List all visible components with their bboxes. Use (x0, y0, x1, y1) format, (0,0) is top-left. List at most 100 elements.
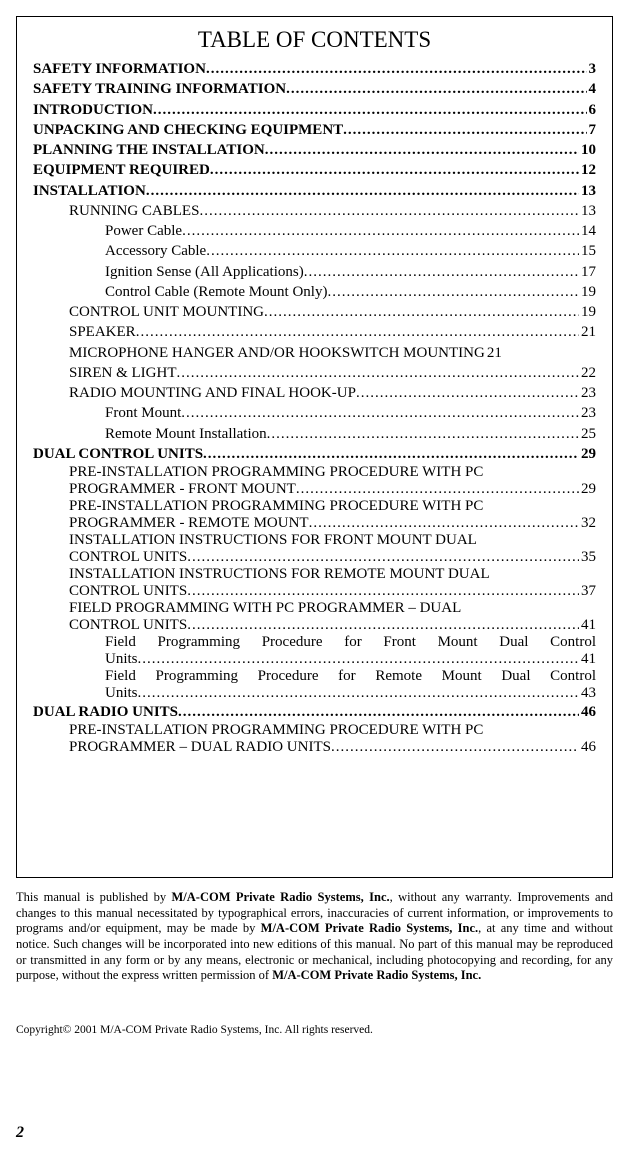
toc-label: Field Programming Procedure for Remote M… (105, 668, 596, 685)
toc-leader (309, 515, 579, 532)
toc-page: 7 (587, 120, 597, 140)
toc-leader (304, 262, 579, 282)
toc-leader (286, 79, 586, 99)
toc-leader (296, 481, 579, 498)
toc-row: Power Cable 14 (105, 221, 596, 241)
toc-leader (343, 120, 586, 140)
toc-list: SAFETY INFORMATION 3SAFETY TRAINING INFO… (33, 59, 596, 756)
toc-page: 35 (579, 549, 596, 566)
toc-leader (331, 739, 579, 756)
toc-label: PRE-INSTALLATION PROGRAMMING PROCEDURE W… (69, 464, 596, 481)
toc-page: 29 (579, 444, 596, 464)
toc-leader (153, 100, 586, 120)
toc-page: 4 (587, 79, 597, 99)
toc-label: DUAL CONTROL UNITS (33, 444, 203, 464)
toc-row: PRE-INSTALLATION PROGRAMMING PROCEDURE W… (69, 498, 596, 532)
toc-last-line: PROGRAMMER – DUAL RADIO UNITS 46 (69, 739, 596, 756)
toc-label: INSTALLATION INSTRUCTIONS FOR FRONT MOUN… (69, 532, 596, 549)
toc-label: RUNNING CABLES (69, 201, 199, 221)
toc-leader (177, 363, 580, 383)
toc-leader (267, 424, 579, 444)
toc-leader (138, 651, 579, 668)
toc-row: FIELD PROGRAMMING WITH PC PROGRAMMER – D… (69, 600, 596, 634)
toc-row: PLANNING THE INSTALLATION 10 (33, 140, 596, 160)
copyright-line: Copyright© 2001 M/A-COM Private Radio Sy… (16, 1024, 613, 1036)
toc-row: CONTROL UNIT MOUNTING 19 (69, 302, 596, 322)
toc-title: TABLE OF CONTENTS (33, 27, 596, 53)
toc-page: 23 (579, 383, 596, 403)
toc-label: PROGRAMMER - FRONT MOUNT (69, 481, 296, 498)
toc-leader (187, 583, 579, 600)
toc-row: SIREN & LIGHT 22 (69, 363, 596, 383)
toc-leader (327, 282, 579, 302)
toc-label: Ignition Sense (All Applications) (105, 262, 304, 282)
toc-last-line: CONTROL UNITS 41 (69, 617, 596, 634)
toc-row: Field Programming Procedure for Front Mo… (105, 634, 596, 668)
toc-box: TABLE OF CONTENTS SAFETY INFORMATION 3SA… (16, 16, 613, 878)
toc-row: SAFETY TRAINING INFORMATION 4 (33, 79, 596, 99)
toc-row: EQUIPMENT REQUIRED 12 (33, 160, 596, 180)
toc-label: CONTROL UNIT MOUNTING (69, 302, 264, 322)
toc-label: INTRODUCTION (33, 100, 153, 120)
toc-label: PRE-INSTALLATION PROGRAMMING PROCEDURE W… (69, 498, 596, 515)
toc-last-line: Units 43 (105, 685, 596, 702)
toc-row: Front Mount 23 (105, 403, 596, 423)
toc-row: Control Cable (Remote Mount Only) 19 (105, 282, 596, 302)
toc-row: INSTALLATION INSTRUCTIONS FOR REMOTE MOU… (69, 566, 596, 600)
toc-page: 14 (579, 221, 596, 241)
toc-label: INSTALLATION (33, 181, 146, 201)
toc-row: DUAL CONTROL UNITS 29 (33, 444, 596, 464)
toc-label: CONTROL UNITS (69, 617, 187, 634)
toc-row: RADIO MOUNTING AND FINAL HOOK-UP 23 (69, 383, 596, 403)
toc-row: MICROPHONE HANGER AND/OR HOOKSWITCH MOUN… (69, 343, 596, 363)
toc-label: CONTROL UNITS (69, 583, 187, 600)
toc-last-line: PROGRAMMER - FRONT MOUNT 29 (69, 481, 596, 498)
toc-label: CONTROL UNITS (69, 549, 187, 566)
toc-row: Field Programming Procedure for Remote M… (105, 668, 596, 702)
toc-label: SPEAKER (69, 322, 136, 342)
toc-last-line: CONTROL UNITS 35 (69, 549, 596, 566)
toc-label: UNPACKING AND CHECKING EQUIPMENT (33, 120, 343, 140)
toc-row: Ignition Sense (All Applications) 17 (105, 262, 596, 282)
toc-page: 23 (579, 403, 596, 423)
toc-page: 19 (579, 282, 596, 302)
toc-label: Accessory Cable (105, 241, 206, 261)
toc-leader (178, 702, 579, 722)
toc-last-line: CONTROL UNITS 37 (69, 583, 596, 600)
toc-row: INSTALLATION INSTRUCTIONS FOR FRONT MOUN… (69, 532, 596, 566)
toc-row: SPEAKER 21 (69, 322, 596, 342)
toc-label: EQUIPMENT REQUIRED (33, 160, 210, 180)
toc-page: 37 (579, 583, 596, 600)
toc-label: Units (105, 651, 138, 668)
toc-label: SAFETY INFORMATION (33, 59, 206, 79)
toc-page: 43 (579, 685, 596, 702)
toc-label: Front Mount (105, 403, 181, 423)
toc-label: RADIO MOUNTING AND FINAL HOOK-UP (69, 383, 356, 403)
toc-label: DUAL RADIO UNITS (33, 702, 178, 722)
toc-page: 13 (579, 201, 596, 221)
toc-label: PROGRAMMER - REMOTE MOUNT (69, 515, 309, 532)
toc-page: 29 (579, 481, 596, 498)
toc-label: INSTALLATION INSTRUCTIONS FOR REMOTE MOU… (69, 566, 596, 583)
toc-leader (199, 201, 579, 221)
toc-leader (182, 221, 579, 241)
toc-page: 12 (579, 160, 596, 180)
toc-page: 46 (579, 702, 596, 722)
toc-leader (264, 302, 579, 322)
toc-last-line: Units 41 (105, 651, 596, 668)
toc-leader (187, 549, 579, 566)
toc-row: INTRODUCTION 6 (33, 100, 596, 120)
toc-label: PROGRAMMER – DUAL RADIO UNITS (69, 739, 331, 756)
toc-label: Units (105, 685, 138, 702)
toc-leader (136, 322, 579, 342)
toc-row: DUAL RADIO UNITS 46 (33, 702, 596, 722)
toc-last-line: PROGRAMMER - REMOTE MOUNT 32 (69, 515, 596, 532)
toc-page: 46 (579, 739, 596, 756)
toc-leader (356, 383, 579, 403)
disclaimer-company: M/A-COM Private Radio Systems, Inc. (261, 921, 478, 935)
disclaimer-text: This manual is published by (16, 890, 172, 904)
toc-label: FIELD PROGRAMMING WITH PC PROGRAMMER – D… (69, 600, 596, 617)
toc-label: SIREN & LIGHT (69, 363, 177, 383)
toc-leader (138, 685, 579, 702)
page-number: 2 (16, 1124, 24, 1142)
